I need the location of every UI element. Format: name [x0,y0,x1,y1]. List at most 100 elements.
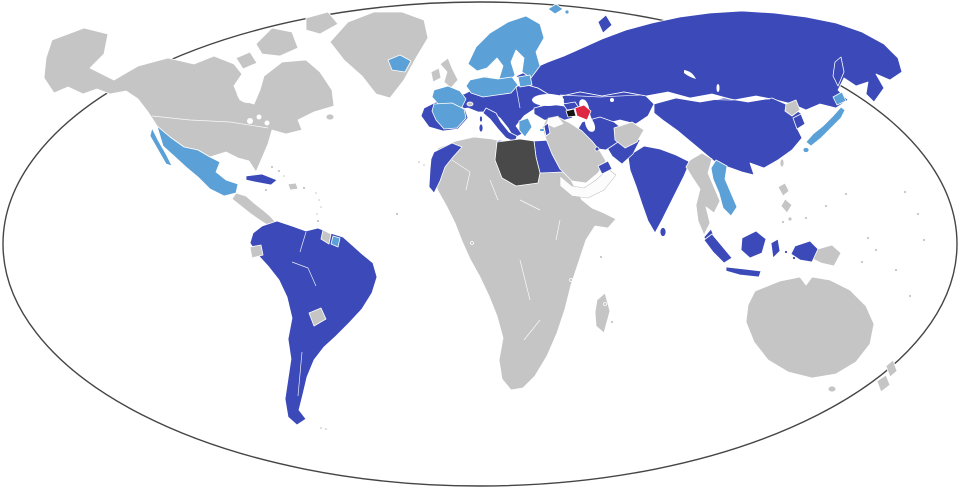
island-java [725,266,762,278]
island-sumatra [703,233,733,264]
country-kuwait [594,146,600,152]
island-antilles-2 [317,198,321,202]
island-canary-1 [417,160,421,164]
border-south-america-3 [299,231,307,253]
country-iceland [387,54,412,73]
island-sardinia [478,123,484,133]
island-maluku-2 [792,256,796,260]
aral-sea [610,98,614,102]
border-south-america-2 [297,351,303,397]
island-cape-verde [395,212,399,216]
island-antilles-1 [314,191,318,195]
island-pacific-8 [908,294,912,298]
border-europe-2 [539,93,549,107]
island-pacific-5 [916,212,920,216]
region-yemen-oman [559,168,617,199]
country-north-korea [784,99,801,117]
island-pacific-2 [824,204,828,208]
country-paraguay [308,307,327,327]
country-south-korea [792,113,806,130]
border-africa-2 [489,179,499,201]
island-falkland-2 [324,427,328,431]
gray-overlay-group [249,75,926,431]
small-blue-overlays-group [543,122,613,175]
gray-landmass-group [43,11,898,393]
primary-regions-group [245,10,903,426]
island-mindanao [787,216,793,222]
island-bahamas-3 [282,174,286,178]
great-lake-2 [256,114,262,120]
border-africa-4 [555,219,561,241]
island-visayas [780,198,793,214]
island-sulawesi [770,238,781,259]
island-fiji [860,260,864,264]
island-pacific-6 [922,238,926,242]
border-russia-mongolia [689,98,771,101]
island-honshu [805,106,846,147]
country-canada-usa-alaska [43,27,335,173]
black-sea [532,94,564,106]
island-novaya-zemlya [597,14,613,34]
highlight-group [574,104,592,121]
arctic-island-2 [305,11,339,35]
island-bahamas-1 [270,165,274,169]
region-uae-qatar [597,160,613,175]
island-canary-2 [422,163,426,167]
island-pacific-4 [903,190,907,194]
border-china-india [655,139,693,153]
island-tasmania [827,385,837,393]
great-lake-1 [247,118,253,124]
island-mauritius [603,302,607,306]
lake-baikal [716,84,720,92]
island-sakhalin [832,56,845,87]
country-switzerland [466,101,474,107]
island-taiwan [779,158,785,168]
island-falkland-1 [319,426,323,430]
country-greenland [329,11,429,99]
uncolored-regions-group [545,115,617,199]
siberian-gulf [684,70,696,79]
island-newfoundland [325,113,335,121]
country-afghanistan [613,121,645,149]
country-mexico [156,125,239,197]
island-jamaica [264,188,268,192]
country-australia [745,276,875,379]
border-africa-1 [451,159,471,191]
island-svalbard [547,3,564,15]
great-lake-3 [264,120,270,126]
country-cuba [245,173,278,186]
dark-state-group [494,138,541,187]
region-germany-poland [465,76,519,98]
border-russia-kazakhstan [559,94,641,98]
country-hispaniola [287,182,299,191]
country-syria [545,115,565,129]
island-corsica [479,115,483,123]
country-united-kingdom [439,57,459,89]
island-pacific-3 [844,192,848,196]
region-myanmar-thailand-cambodia [685,152,721,236]
switzerland-group [466,101,474,107]
country-sri-lanka [659,227,667,237]
island-cyprus [539,128,545,132]
border-africa-5 [519,259,531,301]
country-new-zealand-south [876,374,891,393]
region-vietnam-laos [710,159,738,217]
island-antilles-3 [319,205,323,209]
region-baja-california [149,127,173,167]
island-puerto-rico [302,186,306,190]
country-ecuador [249,244,264,259]
arctic-island-1 [255,27,299,57]
island-seychelles [599,255,603,259]
region-scandinavia [467,15,545,85]
island-palawan [781,220,785,224]
border-us-canada [151,115,269,129]
island-reunion [610,320,614,324]
country-libya [494,138,541,187]
island-pacific-7 [894,268,898,272]
internal-borders-group [151,85,771,397]
country-guyana [320,229,332,245]
island-hokkaido [832,91,847,106]
border-africa-6 [523,319,541,341]
island-svalbard-east [564,9,570,15]
